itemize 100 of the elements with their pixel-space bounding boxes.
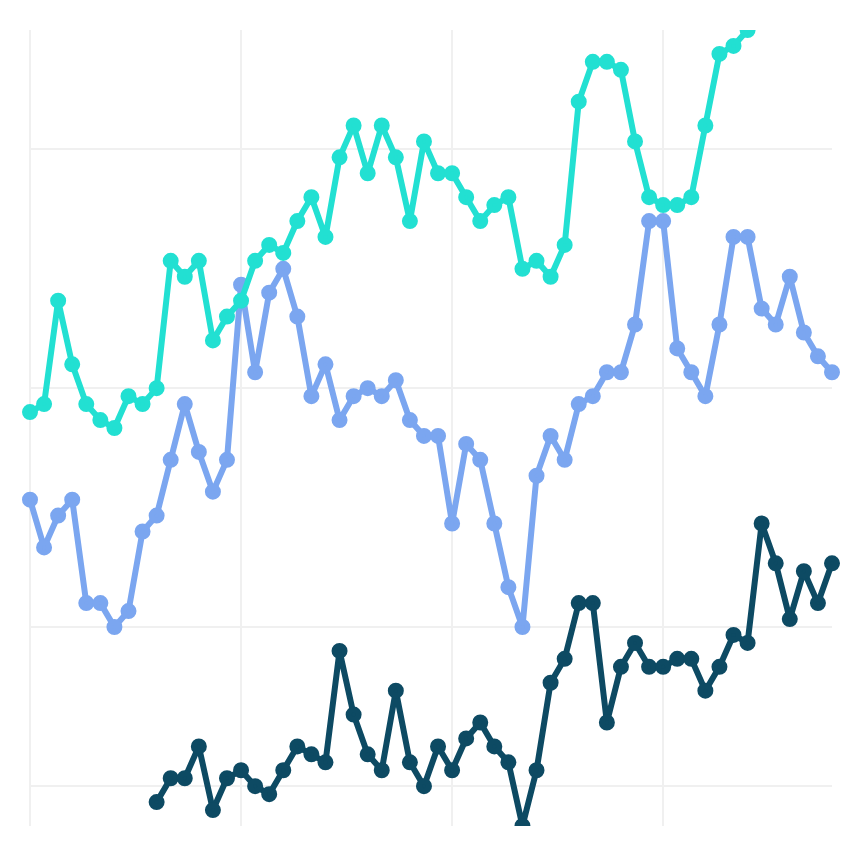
point <box>233 292 250 309</box>
point <box>247 778 264 795</box>
point <box>584 388 601 405</box>
point <box>795 563 812 580</box>
point <box>401 412 418 429</box>
point <box>289 213 306 230</box>
point <box>78 396 95 413</box>
point <box>359 165 376 182</box>
point <box>120 388 137 405</box>
point <box>176 396 193 413</box>
point <box>458 730 475 747</box>
point <box>275 244 292 261</box>
point <box>387 682 404 699</box>
point <box>317 754 334 771</box>
point <box>120 603 137 620</box>
point <box>809 595 826 612</box>
point <box>697 117 714 134</box>
point <box>134 396 151 413</box>
point <box>472 451 489 468</box>
point <box>430 427 447 444</box>
point <box>162 770 179 787</box>
point <box>612 364 629 381</box>
point <box>528 762 545 779</box>
point <box>486 738 503 755</box>
point <box>444 165 461 182</box>
point <box>359 380 376 397</box>
point <box>64 356 81 373</box>
point <box>373 117 390 134</box>
point <box>767 555 784 572</box>
point <box>36 539 53 556</box>
point <box>247 364 264 381</box>
point <box>444 515 461 532</box>
point <box>486 515 503 532</box>
point <box>190 443 207 460</box>
point <box>655 197 672 214</box>
point <box>261 284 278 301</box>
point <box>584 53 601 70</box>
point <box>148 380 165 397</box>
point <box>331 149 348 166</box>
point <box>627 634 644 651</box>
point <box>641 658 658 675</box>
point <box>725 228 742 245</box>
point <box>697 682 714 699</box>
point <box>570 93 587 110</box>
point <box>683 650 700 667</box>
point <box>697 388 714 405</box>
point <box>387 372 404 389</box>
point <box>542 427 559 444</box>
point <box>627 133 644 150</box>
point <box>106 420 123 436</box>
point <box>261 786 278 803</box>
point <box>64 491 81 508</box>
point <box>303 746 320 763</box>
point <box>669 340 686 357</box>
point <box>711 45 728 62</box>
point <box>92 595 109 612</box>
point <box>570 595 587 612</box>
point <box>106 619 123 635</box>
point <box>204 802 221 819</box>
point <box>162 252 179 269</box>
point <box>528 467 545 484</box>
point <box>824 555 840 572</box>
point <box>444 762 461 779</box>
point <box>289 308 306 325</box>
point <box>331 642 348 659</box>
point <box>753 515 770 532</box>
point <box>317 356 334 373</box>
point <box>711 658 728 675</box>
point <box>401 754 418 771</box>
point <box>514 260 531 277</box>
point <box>683 364 700 381</box>
point <box>809 348 826 365</box>
point <box>683 189 700 206</box>
point <box>486 197 503 214</box>
point <box>50 507 67 524</box>
point <box>401 213 418 230</box>
point <box>598 364 615 381</box>
point <box>669 197 686 214</box>
point <box>415 778 432 795</box>
point <box>36 396 53 413</box>
point <box>570 396 587 413</box>
point <box>753 300 770 317</box>
point <box>612 658 629 675</box>
point <box>190 252 207 269</box>
point <box>415 133 432 150</box>
point <box>218 308 235 325</box>
point <box>303 189 320 206</box>
point <box>359 746 376 763</box>
point <box>176 268 193 285</box>
point <box>176 770 193 787</box>
point <box>528 252 545 269</box>
point <box>556 236 573 253</box>
point <box>612 61 629 78</box>
point <box>556 650 573 667</box>
point <box>148 794 165 811</box>
point <box>218 451 235 468</box>
point <box>472 714 489 731</box>
point <box>458 435 475 452</box>
point <box>669 650 686 667</box>
point <box>725 37 742 54</box>
